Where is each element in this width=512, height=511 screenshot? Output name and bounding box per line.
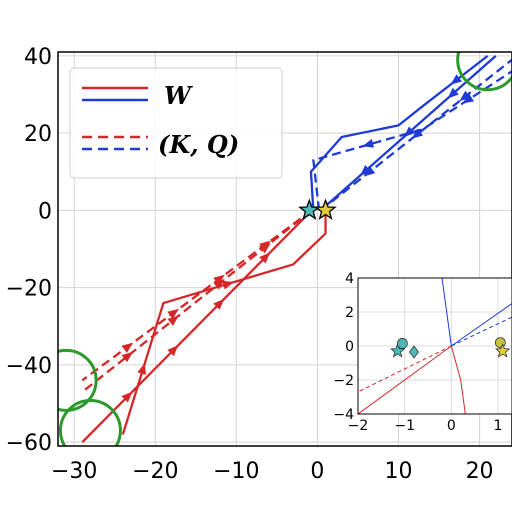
inset-x-tick-label: −1 [394, 418, 415, 434]
main-star-markers [298, 198, 337, 220]
series-line-2 [81, 209, 313, 382]
main-y-tick-label: 20 [24, 122, 52, 147]
inset-frame [357, 277, 512, 415]
series-line-5 [309, 54, 489, 211]
inset-star-marker-0 [389, 342, 406, 358]
legend-label-w: W [164, 81, 193, 110]
annotation-circle-2 [58, 399, 122, 446]
series-arrow-7 [362, 139, 375, 148]
series-arrow-6 [411, 128, 424, 139]
main-y-tick-label: −60 [6, 431, 52, 456]
star-marker-1 [314, 198, 337, 220]
inset-y-tick-label: −2 [333, 373, 354, 389]
inset-line-5 [450, 345, 466, 414]
main-x-tick-label: 0 [310, 459, 324, 484]
main-x-tick-label: 20 [466, 459, 494, 484]
series-arrow-2 [121, 342, 134, 353]
inset-x-tick-label: 0 [447, 418, 456, 434]
main-x-tick-labels: −30 −20 −10 0 10 20 [51, 459, 494, 484]
inset-lines [358, 278, 512, 414]
main-x-tick-label: −10 [213, 459, 259, 484]
inset-line-2 [451, 303, 512, 347]
inset-x-tick-label: −2 [348, 418, 369, 434]
series-arrow-7 [462, 93, 475, 104]
main-x-tick-label: −30 [51, 459, 97, 484]
series-arrow-4 [447, 87, 459, 99]
inset-y-tick-label: −4 [333, 407, 354, 423]
series-arrow-3 [167, 315, 179, 326]
inset-x-tick-labels: −2 −1 0 1 [348, 418, 503, 434]
series-arrow-0 [167, 345, 179, 357]
inset-x-tick-label: 1 [494, 418, 503, 434]
series-arrow-3 [259, 242, 271, 254]
inset-diamond-marker-2 [409, 345, 419, 359]
main-x-tick-label: −20 [132, 459, 178, 484]
series-arrow-1 [137, 363, 146, 375]
annotation-circle-1 [58, 348, 98, 412]
series-arrow-0 [121, 391, 133, 403]
series-arrow-0 [259, 252, 271, 264]
main-arrow-markers [121, 74, 475, 403]
series-arrow-4 [359, 165, 372, 176]
inset-y-tick-labels: −4 −2 0 2 4 [333, 271, 354, 423]
series-arrow-6 [363, 166, 376, 177]
annotation-circle-0 [456, 52, 512, 92]
series-arrow-3 [213, 279, 225, 290]
main-y-tick-labels: −60 −40 −20 0 20 40 [6, 45, 52, 456]
inset-markers [389, 337, 511, 359]
series-arrow-0 [213, 298, 225, 310]
main-y-tick-label: 0 [38, 199, 52, 224]
inset-line-4 [441, 278, 452, 347]
main-y-tick-label: −20 [6, 277, 52, 302]
series-line-3 [81, 209, 313, 393]
inset-y-tick-label: 0 [345, 339, 354, 355]
main-y-tick-label: 40 [24, 45, 52, 70]
series-line-6 [319, 58, 512, 212]
series-line-0 [81, 209, 313, 443]
series-arrow-2 [213, 274, 225, 285]
inset-y-tick-label: 4 [345, 271, 354, 287]
series-arrow-2 [167, 308, 179, 319]
inset-line-0 [358, 345, 452, 414]
main-plot-frame [57, 51, 512, 447]
legend-box [69, 67, 283, 179]
inset-y-tick-label: 2 [345, 305, 354, 321]
legend: W (K, Q) [69, 67, 283, 179]
main-x-tick-label: 10 [385, 459, 413, 484]
inset-circle-marker-1 [396, 338, 408, 349]
series-arrow-3 [121, 351, 133, 363]
series-line-1 [121, 214, 327, 435]
star-marker-0 [298, 198, 321, 220]
legend-label-kq: (K, Q) [158, 130, 239, 159]
series-arrow-5 [450, 74, 462, 85]
series-arrow-4 [403, 126, 415, 138]
main-annotation-circles [58, 52, 512, 446]
inset-star-marker-4 [494, 342, 511, 358]
series-arrow-1 [222, 280, 235, 290]
inset-line-1 [358, 345, 452, 393]
main-y-tick-label: −40 [6, 354, 52, 379]
